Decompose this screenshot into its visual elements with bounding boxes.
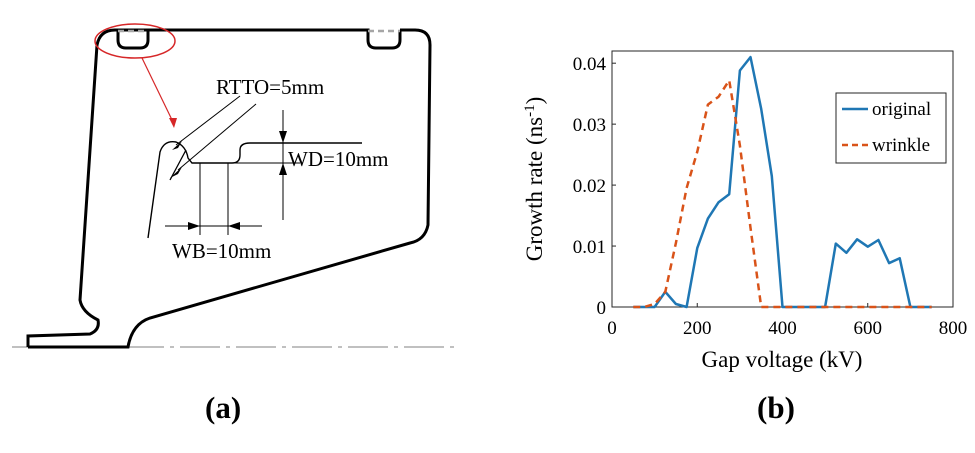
y-tick-label: 0.04 (573, 54, 607, 75)
highlight-ellipse (94, 23, 176, 59)
legend-label-original: original (872, 99, 931, 120)
caption-b: (b) (757, 390, 795, 425)
label-rtto: RTTO=5mm (216, 75, 324, 99)
y-axis-label-sup: -1 (522, 104, 538, 117)
label-wd: WD=10mm (288, 147, 389, 171)
series-line-wrinkle (633, 79, 932, 309)
detail-profile (147, 141, 362, 239)
wd-arrow-bottom (279, 163, 287, 175)
y-axis-label-close: ) (522, 97, 547, 105)
x-tick-label: 0 (607, 318, 617, 339)
caption-a: (a) (205, 390, 242, 425)
panel-a-drawing: RTTO=5mm WD=10mm WB=10mm (12, 23, 455, 349)
panel-b-chart: 0 200 400 600 800 0 0.01 0.02 0.03 0.04 Gap volta… (522, 50, 968, 372)
legend-box (835, 92, 947, 164)
rtto-leader-1 (175, 95, 241, 146)
x-tick-label: 800 (939, 318, 968, 339)
rtto-leader-2 (177, 103, 257, 171)
detail-slope (169, 149, 187, 181)
y-axis-label-main: Growth rate (ns (522, 117, 547, 261)
y-tick-label: 0.02 (573, 176, 606, 197)
x-tick-label: 400 (768, 318, 797, 339)
legend: original wrinkle (835, 92, 947, 164)
y-tick-label: 0.01 (573, 237, 606, 258)
wd-arrow-top (279, 131, 287, 143)
x-tick-label: 600 (854, 318, 883, 339)
rtto-arrow-1 (172, 141, 182, 150)
series-lines (633, 55, 932, 309)
legend-label-wrinkle: wrinkle (872, 135, 930, 156)
y-tick-label: 0.03 (573, 115, 606, 136)
cavity-outline (26, 28, 432, 349)
rtto-arrow-2 (170, 167, 182, 178)
zoom-arrowhead (169, 118, 177, 128)
x-tick-label: 200 (683, 318, 712, 339)
label-wb: WB=10mm (172, 239, 271, 263)
wb-arrow-left (188, 222, 200, 230)
x-axis-label: Gap voltage (kV) (702, 347, 863, 372)
zoom-arrow (141, 57, 175, 125)
wb-arrow-right (228, 222, 240, 230)
axis-ticks: 0 200 400 600 800 0 0.01 0.02 0.03 0.04 (573, 54, 968, 339)
y-tick-label: 0 (597, 298, 607, 319)
y-axis-label: Growth rate (ns-1) (522, 97, 547, 262)
